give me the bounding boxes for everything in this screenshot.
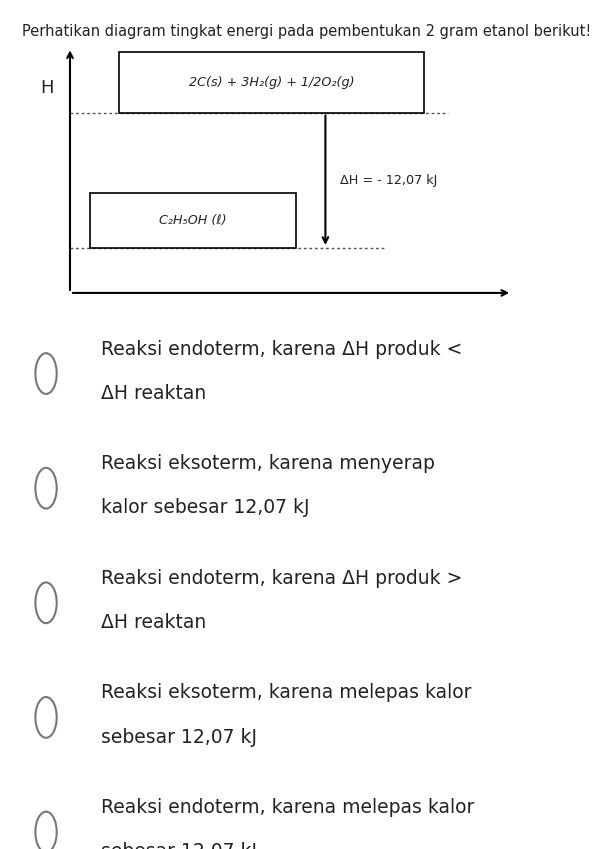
Text: sebesar 12,07 kJ: sebesar 12,07 kJ — [101, 842, 257, 849]
Text: ΔH reaktan: ΔH reaktan — [101, 613, 206, 632]
Text: kalor sebesar 12,07 kJ: kalor sebesar 12,07 kJ — [101, 498, 310, 517]
Text: Reaksi endoterm, karena ΔH produk >: Reaksi endoterm, karena ΔH produk > — [101, 569, 463, 588]
Text: H: H — [41, 78, 54, 97]
Bar — [90, 193, 296, 248]
Ellipse shape — [36, 468, 56, 509]
Ellipse shape — [36, 582, 56, 623]
Text: sebesar 12,07 kJ: sebesar 12,07 kJ — [101, 728, 257, 746]
Text: ΔH = - 12,07 kJ: ΔH = - 12,07 kJ — [340, 174, 438, 187]
Bar — [119, 53, 424, 113]
Text: Reaksi endoterm, karena melepas kalor: Reaksi endoterm, karena melepas kalor — [101, 798, 475, 817]
Text: Reaksi endoterm, karena ΔH produk <: Reaksi endoterm, karena ΔH produk < — [101, 340, 463, 358]
Text: Reaksi eksoterm, karena menyerap: Reaksi eksoterm, karena menyerap — [101, 454, 435, 473]
Text: 2C(s) + 3H₂(g) + 1/2O₂(g): 2C(s) + 3H₂(g) + 1/2O₂(g) — [188, 76, 354, 89]
Ellipse shape — [36, 353, 56, 394]
Ellipse shape — [36, 697, 56, 738]
Text: Perhatikan diagram tingkat energi pada pembentukan 2 gram etanol berikut!: Perhatikan diagram tingkat energi pada p… — [22, 24, 592, 39]
Text: Reaksi eksoterm, karena melepas kalor: Reaksi eksoterm, karena melepas kalor — [101, 683, 472, 702]
Ellipse shape — [36, 812, 56, 849]
Text: ΔH reaktan: ΔH reaktan — [101, 384, 206, 402]
Text: C₂H₅OH (ℓ): C₂H₅OH (ℓ) — [159, 214, 227, 227]
